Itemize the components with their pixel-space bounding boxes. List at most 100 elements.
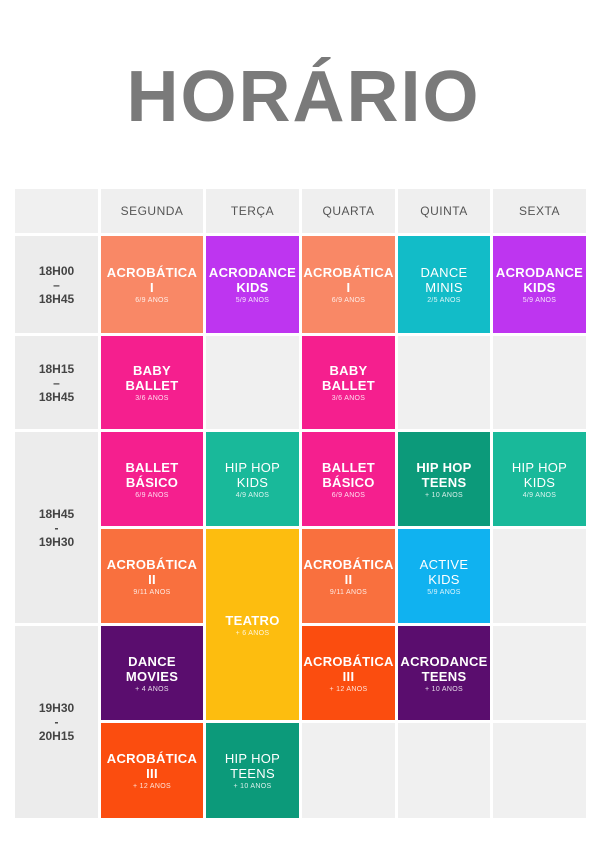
day-header-tuesday: TERÇA [206, 189, 299, 233]
class-name-line1: ACRODANCE [208, 265, 297, 280]
class-name-line1: ACRODANCE [400, 653, 488, 669]
empty-slot [493, 723, 586, 818]
time-start: 18H15 [38, 361, 75, 376]
class-active-kids-thursday[interactable]: ACTIVE KIDS 5/9 ANOS [398, 529, 490, 623]
class-age: + 12 ANOS [329, 685, 368, 693]
empty-slot [493, 336, 586, 429]
class-age: + 4 ANOS [135, 685, 169, 693]
class-name-line1: HIP HOP [224, 751, 281, 766]
empty-slot [398, 336, 490, 429]
class-name-line2: III [146, 766, 158, 781]
class-dance-minis-thursday[interactable]: DANCE MINIS 2/5 ANOS [398, 236, 490, 333]
class-hip-hop-kids-tuesday[interactable]: HIP HOP KIDS 4/9 ANOS [206, 432, 299, 526]
class-hip-hop-teens-thursday[interactable]: HIP HOP TEENS + 10 ANOS [398, 432, 490, 526]
empty-slot [398, 723, 490, 818]
class-name-line1: ACROBÁTICA [106, 556, 198, 572]
class-age: 6/9 ANOS [135, 491, 169, 499]
time-dash: – [53, 375, 60, 390]
class-name-line1: HIP HOP [224, 459, 281, 475]
class-name-line1: DANCE [128, 653, 176, 669]
class-age: 5/9 ANOS [522, 297, 557, 304]
class-age: 4/9 ANOS [522, 491, 557, 499]
class-name-line2: II [344, 571, 353, 587]
time-end: 20H15 [38, 729, 75, 743]
time-slot-3: 18H45 - 19H30 [15, 432, 98, 623]
class-age: 6/9 ANOS [331, 297, 366, 304]
time-end: 19H30 [38, 534, 75, 549]
class-age: 9/11 ANOS [329, 588, 368, 596]
class-age: 6/9 ANOS [331, 491, 366, 499]
class-name-line2: KIDS [428, 571, 460, 587]
class-name-line2: KIDS [523, 474, 556, 490]
class-name-line1: ACROBÁTICA [303, 653, 394, 669]
class-name-line1: ACRODANCE [495, 265, 584, 280]
class-name-line2: KIDS [523, 280, 556, 295]
class-name-line1: DANCE [420, 265, 468, 280]
class-name-line1: ACROBÁTICA [106, 751, 198, 766]
class-age: + 6 ANOS [235, 629, 270, 637]
empty-slot [206, 336, 299, 429]
class-baby-ballet-monday[interactable]: BABY BALLET 3/6 ANOS [101, 336, 203, 429]
class-age: 5/9 ANOS [427, 588, 461, 596]
class-ballet-basico-monday[interactable]: BALLET BÁSICO 6/9 ANOS [101, 432, 203, 526]
day-header-thursday: QUINTA [398, 189, 490, 233]
time-dash: - [54, 520, 59, 535]
class-name-line1: BABY [329, 363, 368, 378]
class-name-line2: TEENS [421, 474, 467, 490]
corner-cell [15, 189, 98, 233]
class-name-line2: I [346, 280, 351, 295]
class-name-line1: ACROBÁTICA [303, 265, 394, 280]
class-name-line2: BÁSICO [322, 474, 375, 490]
class-age: + 10 ANOS [233, 783, 272, 790]
class-acrobatica-1-monday[interactable]: ACROBÁTICA I 6/9 ANOS [101, 236, 203, 333]
class-name-line1: ACROBÁTICA [303, 556, 394, 572]
class-acrobatica-2-monday[interactable]: ACROBÁTICA II 9/11 ANOS [101, 529, 203, 623]
time-end: 18H45 [38, 291, 75, 306]
class-dance-movies-monday[interactable]: DANCE MOVIES + 4 ANOS [101, 626, 203, 720]
class-name-line1: TEATRO [225, 612, 280, 628]
class-acrodance-kids-friday[interactable]: ACRODANCE KIDS 5/9 ANOS [493, 236, 586, 333]
class-acrobatica-3-monday[interactable]: ACROBÁTICA III + 12 ANOS [101, 723, 203, 818]
class-age: 6/9 ANOS [135, 297, 169, 304]
class-hip-hop-kids-friday[interactable]: HIP HOP KIDS 4/9 ANOS [493, 432, 586, 526]
class-teatro-tuesday[interactable]: TEATRO + 6 ANOS [206, 529, 299, 720]
class-name-line2: TEENS [421, 668, 467, 684]
class-name-line1: BALLET [321, 459, 376, 475]
time-dash: – [53, 277, 60, 292]
class-baby-ballet-wednesday[interactable]: BABY BALLET 3/6 ANOS [302, 336, 395, 429]
class-acrodance-kids-tuesday[interactable]: ACRODANCE KIDS 5/9 ANOS [206, 236, 299, 333]
class-acrobatica-2-wednesday[interactable]: ACROBÁTICA II 9/11 ANOS [302, 529, 395, 623]
class-age: 5/9 ANOS [235, 297, 270, 304]
time-slot-1: 18H00 – 18H45 [15, 236, 98, 333]
class-name-line1: ACTIVE [419, 556, 469, 572]
class-age: + 10 ANOS [425, 685, 463, 693]
class-name-line2: III [342, 668, 355, 684]
class-name-line2: I [150, 280, 154, 295]
class-name-line2: BÁSICO [125, 474, 179, 490]
time-start: 18H45 [38, 506, 75, 521]
class-name-line1: BABY [132, 363, 172, 378]
empty-slot [493, 529, 586, 623]
class-acrodance-teens-thursday[interactable]: ACRODANCE TEENS + 10 ANOS [398, 626, 490, 720]
class-age: 2/5 ANOS [427, 297, 461, 304]
empty-slot [493, 626, 586, 720]
time-end: 18H45 [38, 389, 75, 404]
class-name-line2: BALLET [125, 378, 179, 393]
time-start: 19H30 [38, 701, 75, 715]
class-name-line2: KIDS [236, 280, 269, 295]
time-start: 18H00 [38, 263, 75, 278]
class-hip-hop-teens-tuesday[interactable]: HIP HOP TEENS + 10 ANOS [206, 723, 299, 818]
class-ballet-basico-wednesday[interactable]: BALLET BÁSICO 6/9 ANOS [302, 432, 395, 526]
class-acrobatica-3-wednesday[interactable]: ACROBÁTICA III + 12 ANOS [302, 626, 395, 720]
class-age: 3/6 ANOS [331, 395, 366, 402]
class-name-line2: TEENS [230, 766, 275, 781]
page-title: HORÁRIO [126, 57, 481, 137]
time-dash: - [54, 715, 59, 729]
class-acrobatica-1-wednesday[interactable]: ACROBÁTICA I 6/9 ANOS [302, 236, 395, 333]
class-name-line2: II [148, 571, 156, 587]
class-name-line1: HIP HOP [511, 459, 568, 475]
day-header-wednesday: QUARTA [302, 189, 395, 233]
class-name-line2: KIDS [236, 474, 269, 490]
time-slot-4: 19H30 - 20H15 [15, 626, 98, 818]
class-name-line2: BALLET [321, 378, 376, 393]
